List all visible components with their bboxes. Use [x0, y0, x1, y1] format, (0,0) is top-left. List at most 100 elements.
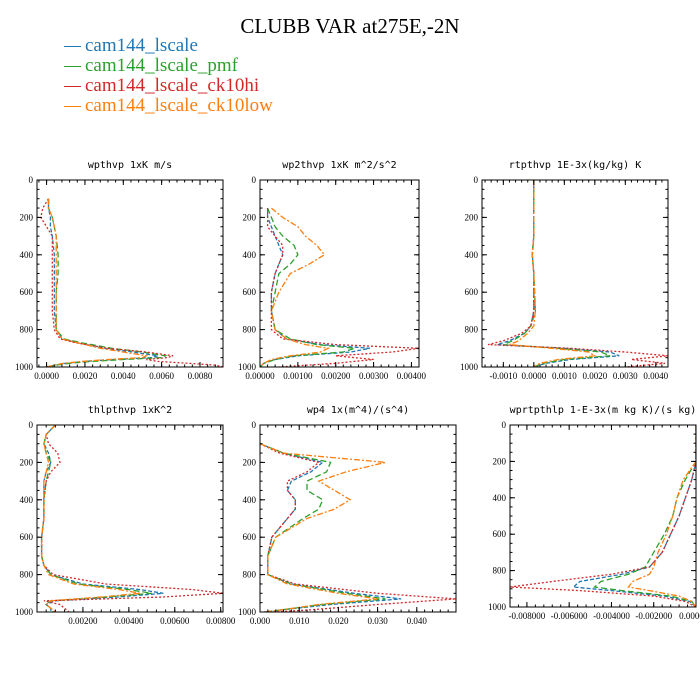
- x-tick-label: 0.00000: [245, 371, 275, 381]
- legend-swatch: [64, 65, 81, 67]
- x-tick-label: 0.030: [367, 616, 388, 626]
- series-line: [503, 180, 611, 367]
- x-tick-label: 0.0080: [188, 371, 213, 381]
- x-tick-label: 0.0010: [552, 371, 577, 381]
- panel: wp2thvp 1xK m^2/s^2020040060080010000.00…: [238, 160, 427, 381]
- y-tick-label: 800: [493, 566, 507, 576]
- y-tick-label: 600: [20, 287, 34, 297]
- y-tick-label: 800: [20, 325, 34, 335]
- series-line: [260, 443, 456, 612]
- x-tick-label: 0.00200: [321, 371, 351, 381]
- x-tick-label: 0.010: [289, 616, 310, 626]
- y-tick-label: 400: [243, 495, 257, 505]
- y-tick-label: 0: [252, 420, 257, 430]
- y-tick-label: 200: [243, 212, 257, 222]
- x-tick-label: 0.00100: [283, 371, 313, 381]
- series-line: [627, 425, 696, 607]
- series-line: [592, 425, 696, 607]
- x-tick-label: 0.00300: [359, 371, 389, 381]
- y-tick-label: 200: [20, 457, 34, 467]
- y-tick-label: 400: [20, 495, 34, 505]
- series-line: [40, 198, 223, 367]
- y-tick-label: 1000: [15, 362, 34, 372]
- series-line: [40, 425, 141, 612]
- legend-label: cam144_lscale_pmf: [85, 55, 239, 76]
- y-tick-label: 200: [20, 212, 34, 222]
- y-tick-label: 600: [243, 532, 257, 542]
- x-tick-label: 0.0000: [34, 371, 59, 381]
- y-tick-label: 1000: [238, 607, 257, 617]
- panel-title: thlpthvp 1xK^2: [88, 405, 172, 416]
- panel-frame: [36, 424, 224, 613]
- series-line: [40, 425, 223, 612]
- y-tick-label: 0: [29, 175, 34, 185]
- x-tick-label: 0.000: [250, 616, 271, 626]
- series-line: [260, 208, 370, 367]
- series-line: [260, 443, 386, 612]
- x-tick-label: 0.0020: [73, 371, 98, 381]
- x-tick-label: -0.006000: [551, 611, 588, 621]
- panel: thlpthvp 1xK^2 0 200 400 600 800 1000 0.00200 0.…: [15, 405, 236, 626]
- legend-item: cam144_lscale_ck10low: [64, 96, 273, 116]
- y-tick-label: 400: [20, 250, 34, 260]
- y-tick-label: 600: [20, 532, 34, 542]
- series-line: [260, 207, 355, 367]
- series-line: [260, 443, 386, 612]
- legend-swatch: [64, 85, 81, 87]
- y-tick-label: 400: [493, 493, 507, 503]
- legend-label: cam144_lscale_ck10low: [85, 95, 273, 116]
- y-tick-label: 1000: [460, 362, 479, 372]
- series-line: [509, 180, 597, 367]
- panel-title: wpthvp 1xK m/s: [88, 160, 172, 171]
- y-tick-label: 1000: [15, 607, 34, 617]
- y-tick-label: 200: [465, 212, 479, 222]
- legend-item: cam144_lscale_pmf: [64, 56, 273, 76]
- panel-title: rtpthvp 1E-3x(kg/kg) K: [509, 160, 641, 171]
- y-tick-label: 600: [493, 529, 507, 539]
- series-line: [571, 425, 696, 607]
- series-line: [260, 207, 331, 367]
- y-tick-label: 600: [465, 287, 479, 297]
- x-tick-label: 0.0060: [149, 371, 174, 381]
- panel-frame: [259, 424, 457, 613]
- y-tick-label: 1000: [238, 362, 257, 372]
- x-tick-label: 0.0030: [613, 371, 638, 381]
- panel-title: wp2thvp 1xK m^2/s^2: [282, 160, 396, 171]
- series-line: [40, 425, 152, 612]
- legend-item: cam144_lscale: [64, 36, 273, 56]
- x-tick-label: 0.00400: [397, 371, 427, 381]
- legend: cam144_lscale cam144_lscale_pmf cam144_l…: [64, 36, 273, 116]
- figure-title: CLUBB VAR at275E,-2N: [240, 14, 460, 38]
- x-tick-label: 0.0040: [643, 371, 668, 381]
- panel-title: wp4 1x(m^4)/(s^4): [307, 405, 409, 416]
- series-line: [266, 208, 419, 367]
- y-tick-label: 1000: [488, 602, 507, 612]
- y-tick-label: 0: [252, 175, 257, 185]
- panel: wprtpthlp 1-E-3x(m kg K)/(s kg)0 200 400 60…: [488, 405, 700, 621]
- panel-frame: [481, 179, 669, 368]
- x-tick-label: 0.040: [407, 616, 428, 626]
- x-tick-label: 0.0000: [521, 371, 546, 381]
- y-tick-label: 0: [29, 420, 34, 430]
- x-tick-label: -0.004000: [593, 611, 630, 621]
- x-tick-label: -0.0010: [489, 371, 517, 381]
- legend-swatch: [64, 105, 81, 107]
- y-tick-label: 0: [502, 420, 507, 430]
- x-tick-label: -0.008000: [509, 611, 546, 621]
- y-tick-label: 200: [493, 456, 507, 466]
- legend-item: cam144_lscale_ck10hi: [64, 76, 273, 96]
- y-tick-label: 800: [243, 570, 257, 580]
- y-tick-label: 800: [465, 325, 479, 335]
- legend-swatch: [64, 45, 81, 47]
- x-tick-label: -0.002000: [635, 611, 672, 621]
- y-tick-label: 600: [243, 287, 257, 297]
- y-tick-label: 200: [243, 457, 257, 467]
- panel-title: wprtpthlp 1-E-3x(m kg K)/(s kg): [510, 405, 697, 416]
- y-tick-label: 400: [243, 250, 257, 260]
- series-line: [260, 443, 402, 612]
- panel: rtpthvp 1E-3x(kg/kg) K 0 200 400 600 800 1000-…: [460, 160, 669, 381]
- x-tick-label: 0.020: [328, 616, 349, 626]
- x-tick-label: 0.0040: [111, 371, 136, 381]
